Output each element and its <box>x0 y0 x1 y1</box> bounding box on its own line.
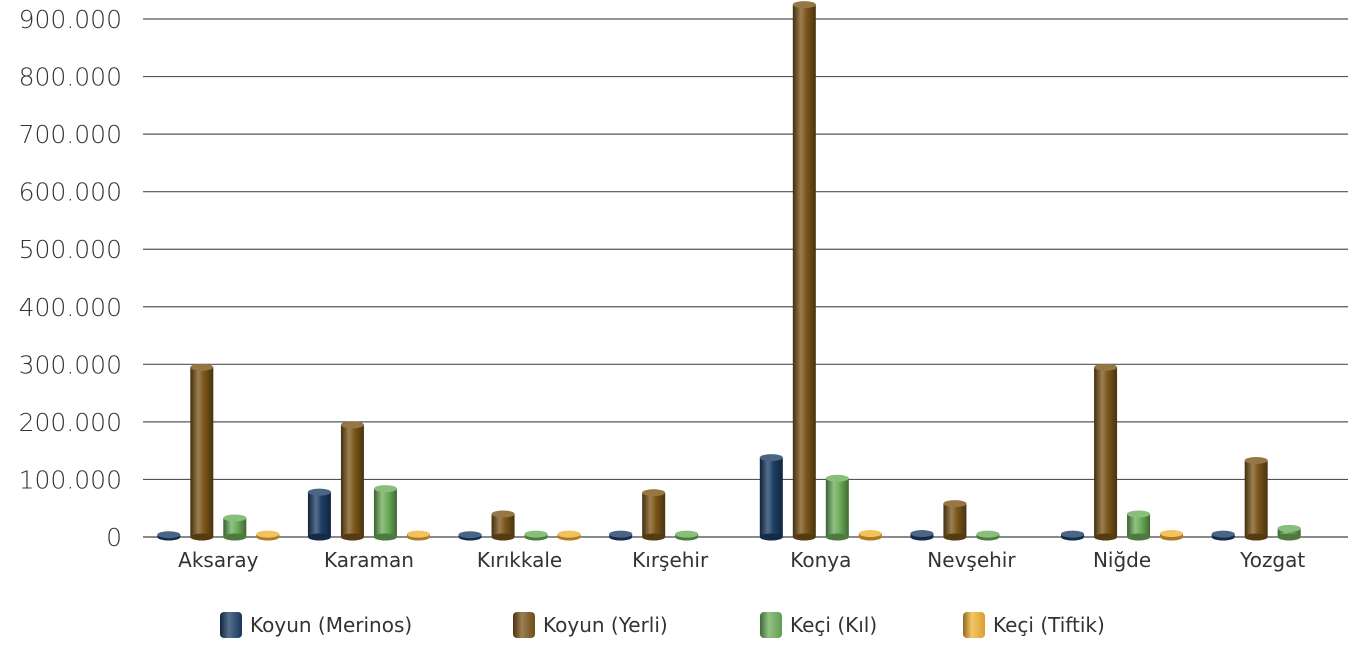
y-axis-ticks: 900.000 800.000 700.000 600.000 500.000 400.0… <box>19 5 122 552</box>
legend-label: Koyun (Yerli) <box>543 613 668 637</box>
legend: Koyun (Merinos) Koyun (Yerli) Keçi (Kıl) Ke… <box>0 612 1365 648</box>
bar <box>1211 530 1235 541</box>
legend-label: Koyun (Merinos) <box>250 613 413 637</box>
y-tick-label: 0 <box>106 523 122 552</box>
y-tick-label: 600.000 <box>19 178 122 207</box>
legend-swatch <box>220 612 242 638</box>
bar <box>792 1 816 541</box>
y-tick-label: 500.000 <box>19 235 122 264</box>
bar <box>1244 456 1268 541</box>
bar <box>373 485 397 541</box>
y-tick-label: 300.000 <box>19 350 122 379</box>
bar <box>1061 530 1085 541</box>
legend-item: Koyun (Yerli) <box>513 612 668 638</box>
bar <box>825 474 849 541</box>
bar <box>1127 510 1151 541</box>
legend-label: Keçi (Kıl) <box>790 613 878 637</box>
legend-item: Koyun (Merinos) <box>220 612 412 638</box>
bar <box>642 489 666 541</box>
legend-item: Keçi (Kıl) <box>760 612 877 638</box>
bar <box>943 500 967 541</box>
bar <box>910 530 934 541</box>
x-tick-label: Niğde <box>1093 548 1151 572</box>
bar <box>976 530 1000 541</box>
x-tick-label: Nevşehir <box>927 548 1016 572</box>
bar <box>609 530 633 541</box>
legend-item: Keçi (Tiftik) <box>963 612 1105 638</box>
bar <box>1277 524 1301 541</box>
bar <box>223 514 247 541</box>
x-tick-label: Yozgat <box>1239 548 1305 572</box>
bar <box>458 531 482 541</box>
y-tick-label: 700.000 <box>19 120 122 149</box>
bar <box>1160 530 1184 541</box>
y-tick-label: 800.000 <box>19 63 122 92</box>
x-tick-label: Konya <box>790 548 851 572</box>
x-axis-labels: Aksaray Karaman Kırıkkale Kırşehir Konya Nevş… <box>178 548 1305 572</box>
bar <box>307 488 331 541</box>
bar <box>759 454 783 541</box>
legend-swatch <box>963 612 985 638</box>
bars <box>157 1 1301 541</box>
bar <box>557 530 581 541</box>
bar <box>157 531 181 541</box>
gridlines <box>143 18 1348 538</box>
legend-swatch <box>760 612 782 638</box>
bar <box>406 530 430 541</box>
bar <box>1094 363 1118 541</box>
y-tick-label: 100.000 <box>19 465 122 494</box>
bar <box>256 530 280 541</box>
x-tick-label: Kırşehir <box>632 548 709 572</box>
bar-chart: 900.000 800.000 700.000 600.000 500.000 400.0… <box>19 1 1348 572</box>
legend-swatch <box>513 612 535 638</box>
x-tick-label: Karaman <box>324 548 414 572</box>
y-tick-label: 400.000 <box>19 293 122 322</box>
legend-label: Keçi (Tiftik) <box>993 613 1105 637</box>
bar <box>491 510 515 541</box>
y-tick-label: 900.000 <box>19 5 122 34</box>
bar <box>190 363 214 541</box>
bar <box>858 530 882 541</box>
bar <box>524 530 548 541</box>
bar <box>675 530 699 541</box>
bar <box>340 421 364 541</box>
x-tick-label: Kırıkkale <box>477 548 562 572</box>
x-tick-label: Aksaray <box>178 548 258 572</box>
y-tick-label: 200.000 <box>19 408 122 437</box>
